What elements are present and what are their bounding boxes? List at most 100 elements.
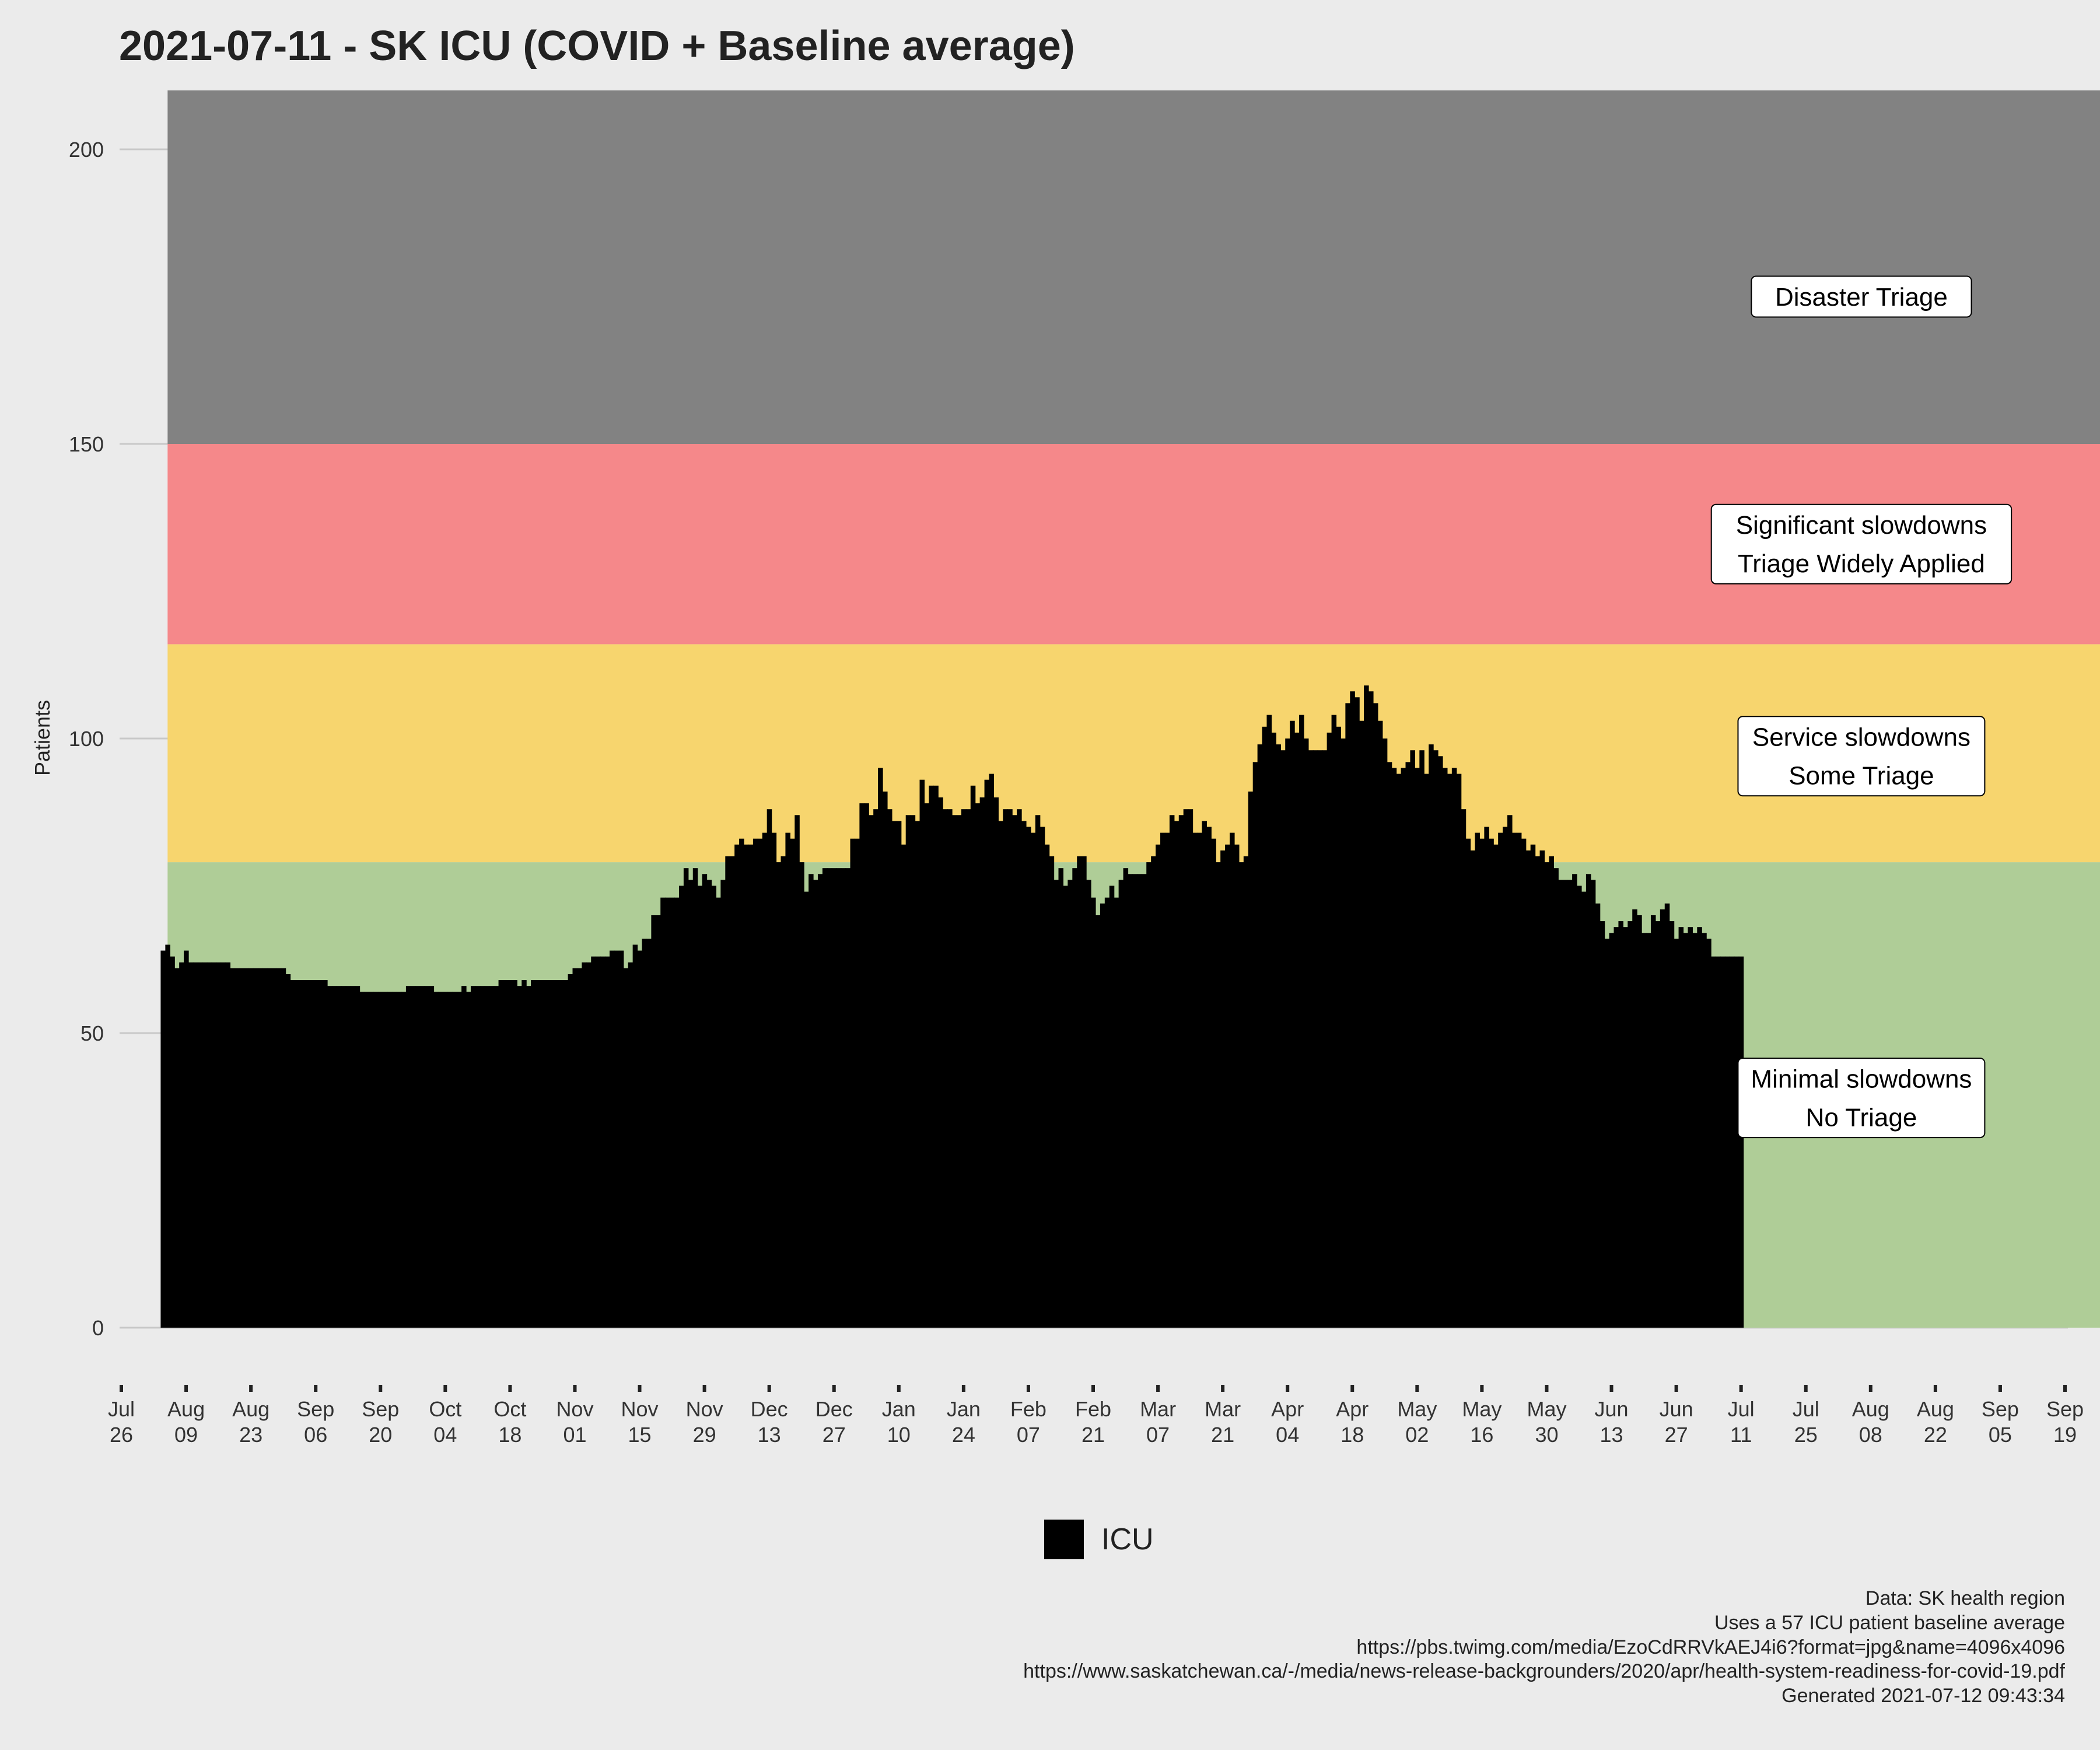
x-tick-label: 21 [1082,1423,1105,1447]
x-tick-label: Apr [1271,1397,1304,1421]
x-tick-mark [1091,1385,1095,1392]
icu-bar [1734,956,1740,1328]
x-tick-mark [638,1385,642,1392]
icu-bar [1484,827,1489,1328]
icu-bar [220,962,226,1328]
icu-bar [1368,691,1374,1328]
icu-bar [1650,915,1656,1328]
icu-bar [799,862,804,1328]
icu-bar [452,992,457,1328]
zone-label-text: Service slowdowns [1752,723,1971,752]
x-tick-label: 29 [693,1423,716,1447]
x-tick-label: Jun [1595,1397,1629,1421]
icu-bar [989,774,995,1328]
icu-bar [901,844,907,1328]
icu-bar [1100,903,1105,1328]
icu-bar [915,821,921,1328]
x-tick-label: 16 [1470,1423,1493,1447]
legend-key-icu [1044,1520,1084,1559]
icu-bar [461,986,467,1328]
icu-bar [1729,956,1735,1328]
icu-bar [1614,927,1619,1328]
icu-bar [1326,732,1332,1328]
icu-bar [350,986,356,1328]
icu-bar [660,897,666,1328]
icu-bar [1068,880,1073,1328]
icu-bar [1123,868,1129,1328]
icu-bar [808,874,814,1328]
icu-bar [1350,691,1355,1328]
icu-bar [845,868,851,1328]
icu-bar [1461,809,1466,1328]
icu-bar [457,992,462,1328]
icu-bar [1003,809,1008,1328]
x-tick-mark [897,1385,901,1392]
x-tick-mark [508,1385,512,1392]
icu-bar [1669,921,1675,1328]
x-tick-mark [1868,1385,1873,1392]
icu-bar [998,821,1003,1328]
x-tick-label: 08 [1859,1423,1882,1447]
icu-bar [179,962,184,1328]
icu-bar [1197,832,1203,1328]
icu-bar [383,992,388,1328]
icu-bar [1600,921,1605,1328]
x-tick-mark [249,1385,253,1392]
icu-bar [1044,844,1050,1328]
icu-bar [508,980,513,1328]
icu-bar [192,962,198,1328]
x-tick-label: 01 [563,1423,586,1447]
icu-bar [1724,956,1730,1328]
icu-bar [817,874,823,1328]
icu-bar [1225,844,1230,1328]
x-tick-label: Mar [1205,1397,1241,1421]
x-tick-label: Nov [621,1397,659,1421]
x-tick-label: 18 [498,1423,522,1447]
icu-bar [1683,933,1689,1328]
icu-bar [369,992,374,1328]
x-tick-label: 22 [1924,1423,1947,1447]
icu-bar [794,815,800,1328]
icu-bar [531,980,536,1328]
icu-bar [1623,927,1628,1328]
icu-bar [757,838,763,1328]
x-tick-label: May [1527,1397,1566,1421]
zone-label-text: Minimal slowdowns [1751,1065,1972,1094]
x-axis: Jul26Aug09Aug23Sep06Sep20Oct04Oct18Nov01… [108,1385,2084,1447]
icu-bar [318,980,323,1328]
icu-bar [211,962,217,1328]
icu-bar [1511,832,1517,1328]
icu-bar [1604,939,1610,1328]
icu-bar [1544,862,1550,1328]
icu-bar [225,962,231,1328]
icu-bar [1720,956,1726,1328]
caption-line: https://pbs.twimg.com/media/EzoCdRRVkAEJ… [1356,1636,2065,1658]
icu-bar [785,832,790,1328]
icu-bar [859,803,864,1328]
icu-bar [790,838,795,1328]
icu-bar [249,968,254,1328]
icu-bar [1317,750,1323,1328]
icu-bar [285,974,291,1328]
x-tick-label: 26 [110,1423,133,1447]
icu-bar [526,986,531,1328]
icu-bar [1312,750,1318,1328]
icu-bar [262,968,268,1328]
icu-bar [1377,720,1383,1328]
x-tick-label: 04 [433,1423,457,1447]
icu-bar [961,809,967,1328]
icu-bar [540,980,545,1328]
icu-bar [1716,956,1721,1328]
icu-bar [1063,886,1068,1328]
icu-bar [864,803,869,1328]
icu-bar [387,992,393,1328]
icu-bar [313,980,318,1328]
icu-bar [1558,880,1563,1328]
x-tick-label: 23 [239,1423,262,1447]
icu-bar [1688,927,1693,1328]
y-tick-label: 150 [69,432,104,456]
icu-bar [1646,933,1651,1328]
x-tick-label: Mar [1140,1397,1176,1421]
icu-bar [235,968,240,1328]
icu-bar [697,886,703,1328]
